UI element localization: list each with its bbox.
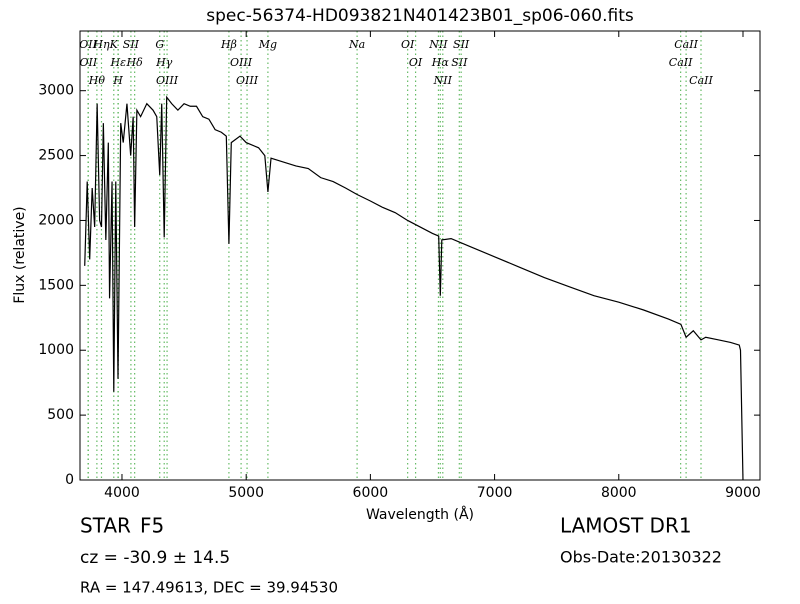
spectral-line-label: OIII bbox=[156, 74, 179, 87]
spectrum bbox=[84, 95, 744, 481]
chart-title: spec-56374-HD093821N401423B01_sp06-060.f… bbox=[206, 6, 634, 26]
spectral-line-label: OIII bbox=[236, 74, 259, 87]
spectral-line-label: NII bbox=[433, 74, 453, 87]
y-tick-label: 0 bbox=[65, 472, 74, 488]
x-axis-label: Wavelength (Å) bbox=[366, 506, 474, 523]
x-tick-label: 9000 bbox=[725, 485, 761, 501]
spectral-line-label: OIII bbox=[230, 56, 253, 69]
spectral-line-label: Hδ bbox=[126, 56, 144, 69]
y-tick-label: 3000 bbox=[38, 83, 74, 99]
y-tick-label: 500 bbox=[47, 407, 74, 423]
spectral-line-label: Hη bbox=[92, 38, 110, 51]
plot-frame bbox=[79, 30, 761, 481]
x-tick-label: 7000 bbox=[477, 485, 513, 501]
x-tick-label: 6000 bbox=[353, 485, 389, 501]
y-tick-label: 1500 bbox=[38, 277, 74, 293]
x-tick-label: 8000 bbox=[601, 485, 637, 501]
release: LAMOST DR1 bbox=[560, 514, 692, 538]
class: STAR bbox=[80, 514, 131, 538]
spectral-line-label: Hβ bbox=[220, 38, 237, 51]
subclass: F5 bbox=[140, 514, 164, 538]
spectral-line-label: K bbox=[109, 38, 119, 51]
y-axis-label: Flux (relative) bbox=[12, 206, 28, 303]
spectral-line-label: Hγ bbox=[155, 56, 173, 69]
obs-date: Obs-Date:20130322 bbox=[560, 548, 722, 567]
spectral-line-label: SII bbox=[123, 38, 140, 51]
spectral-line-label: OI bbox=[401, 38, 415, 51]
spectral-line-label: NII bbox=[428, 38, 448, 51]
spectral-line-label: CaII bbox=[674, 38, 698, 51]
spectral-line-label: Mg bbox=[258, 38, 277, 51]
spectral-line-label: G bbox=[155, 38, 164, 51]
redshift: cz = -30.9 ± 14.5 bbox=[80, 548, 230, 568]
spectral-line-label: SII bbox=[453, 38, 470, 51]
spectral-line-label: Hα bbox=[431, 56, 450, 69]
spectral-line-label: OI bbox=[409, 56, 423, 69]
spectral-line-label: H bbox=[112, 74, 123, 87]
x-tick-label: 4000 bbox=[104, 485, 140, 501]
spectral-line-label: Na bbox=[348, 38, 365, 51]
y-tick-label: 2000 bbox=[38, 212, 74, 228]
x-tick-label: 5000 bbox=[228, 485, 264, 501]
spectral-line-label: CaII bbox=[669, 56, 693, 69]
y-tick-label: 2500 bbox=[38, 148, 74, 164]
spectral-line-label: CaII bbox=[689, 74, 713, 87]
coordinates: RA = 147.49613, DEC = 39.94530 bbox=[80, 579, 338, 597]
spectral-line-label: SII bbox=[451, 56, 468, 69]
spectral-line-label: Hθ bbox=[88, 74, 106, 87]
spectral-line-label: OII bbox=[79, 56, 97, 69]
y-tick-label: 1000 bbox=[38, 342, 74, 358]
